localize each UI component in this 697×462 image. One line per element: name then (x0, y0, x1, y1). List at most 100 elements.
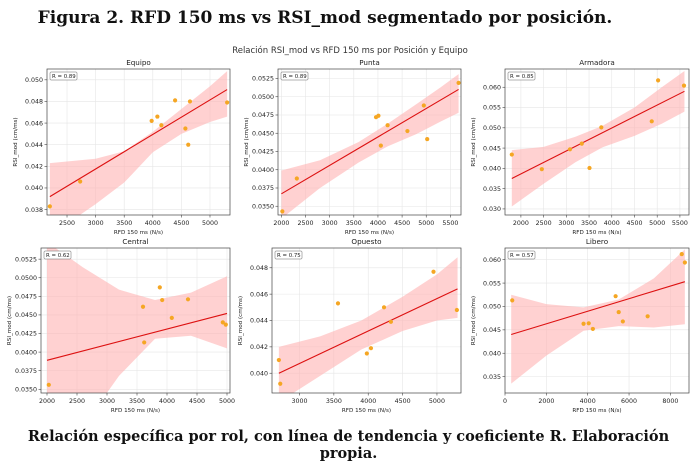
r-annotation: R = 0.89 (52, 74, 76, 80)
data-point (586, 321, 591, 326)
x-tick-label: 5000 (219, 398, 235, 405)
y-axis-label: RSI_mod (cm/ms) (238, 296, 244, 345)
scatter-chart-grid: Relación RSI_mod vs RFD 150 ms por Posic… (7, 45, 690, 414)
data-point (590, 326, 595, 332)
data-point (376, 113, 381, 118)
x-tick-label: 3000 (558, 220, 574, 227)
r-annotation-box (507, 71, 536, 81)
r-annotation-box (274, 250, 303, 260)
y-tick-label: 0.050 (25, 77, 43, 84)
data-point (509, 152, 514, 157)
subplot-title: Equipo (126, 58, 151, 67)
data-point (149, 118, 154, 124)
data-point (581, 321, 586, 326)
x-tick-label: 4500 (173, 220, 189, 227)
data-point (431, 269, 436, 274)
confidence-band (511, 71, 685, 207)
confidence-band (281, 74, 459, 215)
plot-frame (504, 247, 690, 394)
data-point (169, 315, 174, 320)
x-tick-label: 5500 (442, 220, 458, 227)
x-tick-label: 6000 (621, 398, 637, 405)
data-point (140, 304, 146, 309)
x-axis-label: RFD 150 ms (N/s) (572, 230, 621, 236)
plot-frame (46, 68, 231, 216)
y-tick-label: 0.046 (25, 120, 43, 127)
data-point (616, 309, 621, 315)
y-tick-label: 0.0350 (15, 386, 37, 393)
y-axis-label: RSI_mod (cm/ms) (471, 117, 477, 166)
data-point (613, 294, 618, 299)
x-tick-label: 2000 (273, 220, 289, 227)
y-axis-label: RSI_mod (cm/ms) (471, 296, 477, 345)
subplot-punta: 2000 2500 3000 3500 4000 4500 5000 5500 0.0350 0.… (244, 58, 462, 236)
x-axis-label: RFD 150 ms (N/s) (342, 408, 391, 414)
plot-frame (504, 68, 690, 216)
y-tick-label: 0.040 (25, 185, 43, 192)
r-annotation: R = 0.89 (283, 74, 307, 80)
x-tick-label: 3000 (291, 398, 307, 405)
subplot-opuesto: 3000 3500 4000 4500 5000 0.040 0.042 0.044 0.046… (238, 237, 462, 414)
data-point (294, 176, 299, 181)
x-axis-label: RFD 150 ms (N/s) (111, 408, 160, 414)
x-tick-label: 4500 (394, 220, 410, 227)
r-annotation: R = 0.85 (510, 74, 534, 80)
subplot-equipo: 2500 3000 3500 4000 4500 5000 0.038 0.040 0.042 0… (13, 58, 231, 236)
trend-line (278, 288, 458, 374)
y-tick-label: 0.048 (25, 99, 43, 106)
r-annotation: R = 0.62 (46, 253, 70, 259)
data-point (173, 98, 178, 103)
data-point (142, 340, 147, 345)
r-annotation-box (507, 250, 536, 260)
y-tick-label: 0.030 (483, 206, 501, 213)
data-point (385, 123, 390, 128)
x-tick-label: 4000 (360, 398, 376, 405)
trend-line (46, 312, 228, 361)
y-tick-label: 0.0400 (15, 349, 37, 356)
x-tick-label: 2500 (69, 398, 85, 405)
data-point (456, 80, 461, 85)
data-point (78, 179, 83, 184)
trend-line (511, 281, 686, 336)
y-tick-label: 0.060 (483, 257, 501, 264)
data-point (364, 351, 369, 356)
data-point (454, 307, 459, 313)
x-tick-label: 4000 (580, 398, 596, 405)
data-point (620, 319, 625, 324)
y-tick-label: 0.044 (25, 142, 43, 149)
y-axis-label: RSI_mod (cm/ms) (7, 296, 13, 345)
x-tick-label: 0 (503, 398, 507, 405)
subplot-title: Central (122, 237, 148, 246)
data-point (368, 346, 374, 351)
x-tick-label: 4000 (145, 220, 161, 227)
r-annotation-box (49, 71, 78, 81)
data-point (388, 319, 393, 324)
confidence-band (47, 248, 227, 393)
x-tick-label: 3000 (99, 398, 115, 405)
x-tick-label: 3500 (326, 398, 342, 405)
y-tick-label: 0.042 (25, 164, 43, 171)
x-tick-label: 8000 (662, 398, 678, 405)
subplot-title: Punta (359, 58, 380, 67)
data-point (421, 103, 426, 108)
data-point (681, 83, 687, 88)
y-tick-label: 0.0475 (15, 294, 37, 301)
data-point (579, 141, 584, 146)
data-point (46, 382, 51, 387)
y-tick-label: 0.0475 (252, 112, 274, 119)
y-tick-label: 0.0450 (15, 312, 37, 319)
x-tick-label: 3500 (129, 398, 145, 405)
x-tick-label: 4500 (626, 220, 642, 227)
y-axis-label: RSI_mod (cm/ms) (244, 117, 250, 166)
y-tick-label: 0.055 (483, 280, 501, 287)
data-point (335, 301, 341, 306)
y-tick-label: 0.060 (483, 84, 501, 91)
y-tick-label: 0.044 (250, 318, 268, 325)
y-tick-label: 0.050 (483, 125, 501, 132)
y-tick-label: 0.040 (483, 166, 501, 173)
x-tick-label: 3500 (581, 220, 597, 227)
plot-frame (277, 68, 462, 216)
y-tick-label: 0.0500 (15, 275, 37, 282)
y-tick-label: 0.0525 (15, 256, 37, 263)
x-tick-label: 5000 (202, 220, 218, 227)
